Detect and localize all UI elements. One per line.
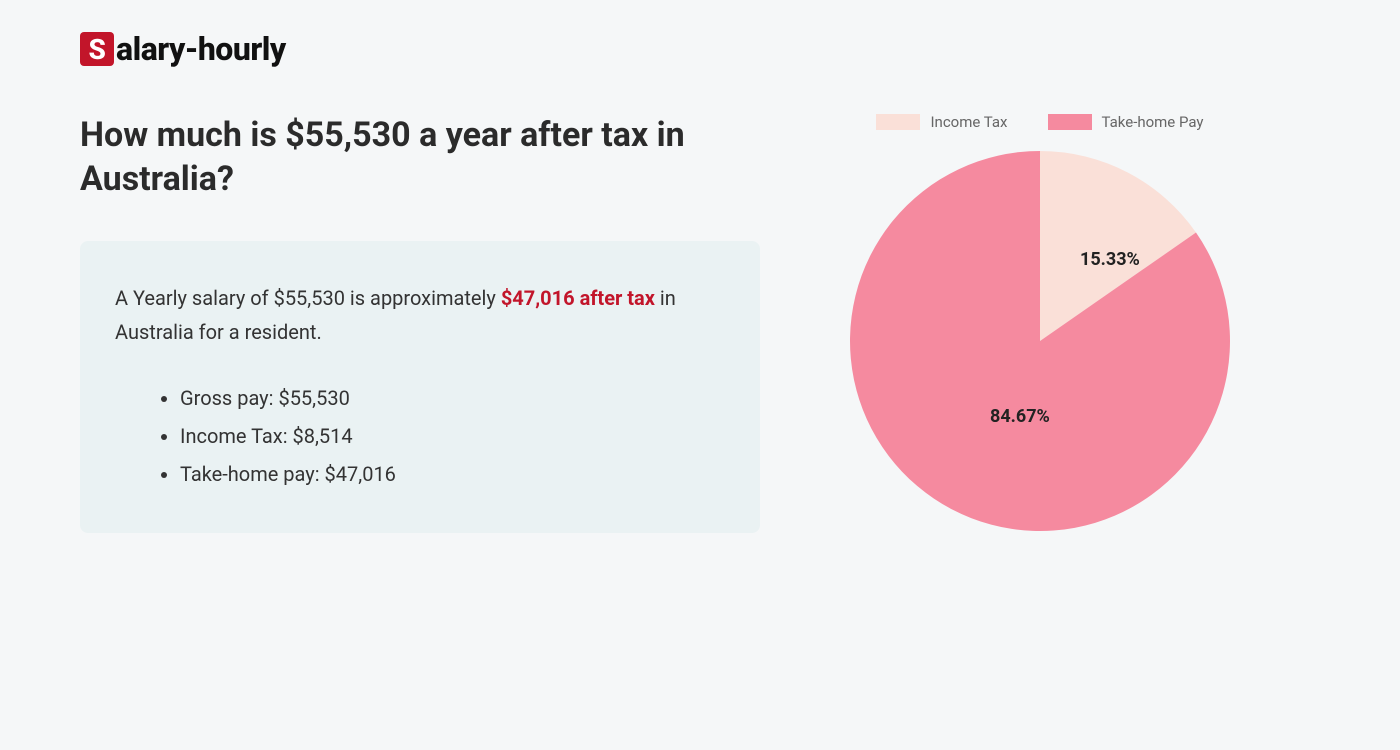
page-title: How much is $55,530 a year after tax in … <box>80 113 760 201</box>
legend-label: Take-home Pay <box>1102 113 1204 131</box>
pie-slice-label: 84.67% <box>990 406 1050 427</box>
legend-swatch <box>1048 114 1092 130</box>
chart-column: Income Tax Take-home Pay 15.33% 84.67% <box>820 113 1260 533</box>
summary-box: A Yearly salary of $55,530 is approximat… <box>80 241 760 533</box>
pie-slice-label: 15.33% <box>1080 249 1140 270</box>
list-item: Take-home pay: $47,016 <box>180 455 725 493</box>
legend-label: Income Tax <box>930 113 1007 131</box>
list-item: Income Tax: $8,514 <box>180 417 725 455</box>
logo-badge: S <box>80 32 114 66</box>
summary-text: A Yearly salary of $55,530 is approximat… <box>115 281 725 349</box>
list-item: Gross pay: $55,530 <box>180 379 725 417</box>
logo-text: alary-hourly <box>116 30 286 68</box>
summary-highlight: $47,016 after tax <box>501 286 655 310</box>
breakdown-list: Gross pay: $55,530 Income Tax: $8,514 Ta… <box>115 379 725 493</box>
summary-before: A Yearly salary of $55,530 is approximat… <box>115 286 501 310</box>
pie-svg <box>850 151 1230 531</box>
main-content: How much is $55,530 a year after tax in … <box>80 113 1320 533</box>
legend-item: Take-home Pay <box>1048 113 1204 131</box>
pie-chart: 15.33% 84.67% <box>850 151 1230 531</box>
legend-item: Income Tax <box>876 113 1007 131</box>
site-logo: Salary-hourly <box>80 30 1320 68</box>
legend-swatch <box>876 114 920 130</box>
chart-legend: Income Tax Take-home Pay <box>876 113 1203 131</box>
left-column: How much is $55,530 a year after tax in … <box>80 113 760 533</box>
